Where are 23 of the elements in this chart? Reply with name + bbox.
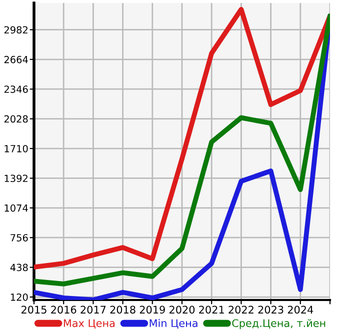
y-tick-label: 1710: [4, 144, 28, 152]
x-tick-label: 2016: [51, 306, 76, 314]
y-tick-label: 2982: [4, 26, 28, 34]
x-tick-label: 2015: [22, 306, 46, 314]
y-tick-label: 2028: [4, 115, 28, 123]
x-tick-label: 2022: [228, 306, 254, 314]
x-tick-label: 2020: [170, 306, 195, 314]
y-tick-label: 1074: [4, 204, 28, 212]
x-tick-label: 2019: [140, 306, 165, 314]
x-tick-label: 2023: [258, 306, 284, 314]
legend-label: Max Цена: [64, 319, 115, 329]
y-tick-label: 2346: [4, 86, 28, 93]
y-tick-label: 756: [10, 234, 28, 242]
legend-label: Min Цена: [150, 319, 198, 329]
y-tick-label: 2664: [4, 56, 28, 64]
y-tick-label: 438: [10, 264, 28, 272]
x-tick-label: 2018: [110, 306, 136, 314]
legend-label: Сред.Цена, т.йен: [232, 319, 326, 330]
x-tick-label: 2017: [80, 306, 106, 314]
y-tick-label: 1392: [4, 174, 28, 182]
x-tick-label: 2021: [199, 306, 224, 314]
y-tick-label: 120: [10, 293, 28, 301]
x-tick-label: 2024: [288, 306, 314, 314]
